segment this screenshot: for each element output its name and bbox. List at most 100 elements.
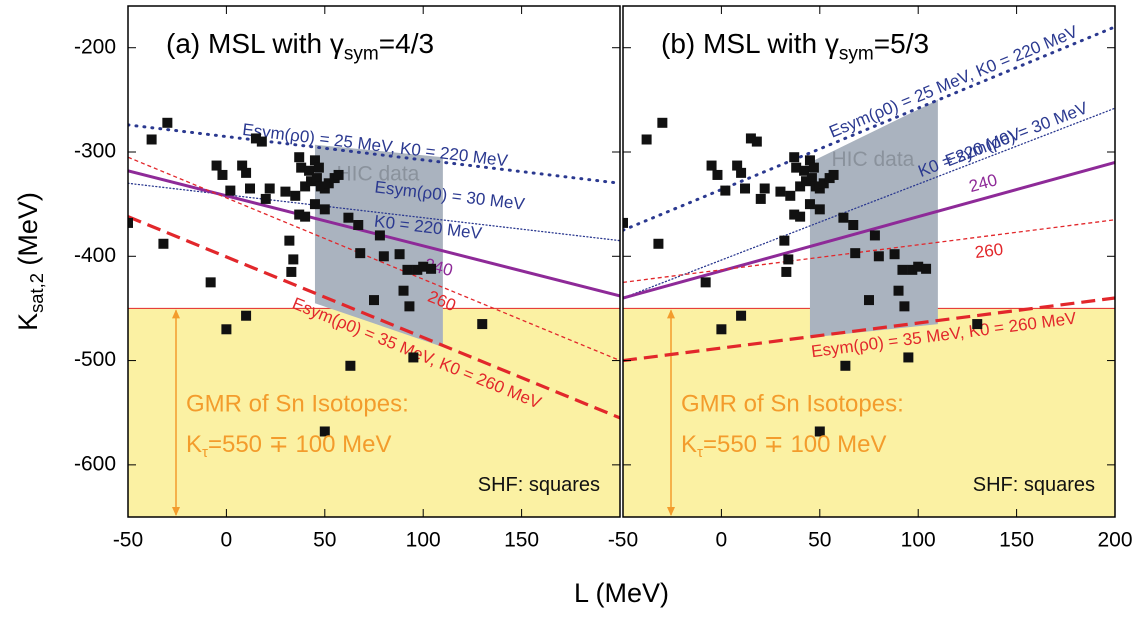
- band-text: GMR of Sn Isotopes:: [186, 391, 409, 418]
- shf-square: [408, 352, 419, 363]
- band-text-part: =550 ∓ 100 MeV: [208, 431, 392, 458]
- shf-square: [775, 186, 786, 197]
- points-label: SHF: squares: [478, 474, 600, 496]
- shf-square: [250, 133, 261, 144]
- panel-title-part: sym: [839, 43, 874, 64]
- x-tick-label: 50: [313, 529, 336, 552]
- shf-square: [623, 217, 628, 228]
- shf-square: [921, 263, 932, 274]
- model-line: [128, 123, 620, 185]
- shf-square: [869, 230, 880, 241]
- shf-square: [732, 160, 743, 171]
- shf-square: [907, 264, 918, 275]
- shf-square: [781, 266, 792, 277]
- panel-title-part: (a) MSL with γ: [166, 28, 344, 59]
- shf-square: [128, 217, 133, 228]
- shf-square: [284, 235, 295, 246]
- band-text-part: K: [186, 431, 202, 458]
- shf-square: [897, 264, 908, 275]
- shf-square: [791, 162, 802, 173]
- line-label: 240: [967, 170, 999, 196]
- band-text-part: GMR of Sn Isotopes:: [186, 391, 409, 418]
- shf-square: [706, 160, 717, 171]
- shf-square: [353, 220, 364, 230]
- shf-square: [394, 249, 405, 260]
- shf-square: [311, 173, 322, 184]
- shf-square: [225, 185, 236, 196]
- shf-square: [477, 319, 488, 330]
- shf-square: [972, 319, 983, 330]
- band-text: Kτ=550 ∓ 100 MeV: [681, 431, 887, 461]
- y-tick-label: -300: [74, 140, 116, 163]
- shf-square: [418, 261, 429, 272]
- shf-square: [280, 186, 291, 197]
- shf-square: [795, 211, 806, 222]
- y-axis-label-part: (MeV): [13, 192, 43, 273]
- shf-square: [300, 181, 311, 192]
- band-text: GMR of Sn Isotopes:: [681, 391, 904, 418]
- model-line: [623, 160, 1115, 300]
- shf-square: [205, 277, 216, 288]
- shf-square: [313, 162, 324, 173]
- frame: [127, 5, 621, 518]
- shf-square: [899, 301, 910, 312]
- shf-square: [814, 183, 825, 194]
- shf-square: [653, 238, 664, 249]
- x-tick-label: 150: [999, 529, 1034, 552]
- band-text-part: =550 ∓ 100 MeV: [703, 431, 887, 458]
- shf-square: [288, 254, 299, 265]
- model-line: [623, 25, 1115, 232]
- shf-square: [818, 178, 829, 189]
- band-text-part: GMR of Sn Isotopes:: [681, 391, 904, 418]
- panel-title: (a) MSL with γsym=4/3: [166, 28, 434, 64]
- shf-square: [323, 178, 334, 189]
- x-axis-label: L (MeV): [574, 578, 669, 608]
- shf-square: [333, 169, 344, 180]
- shf-square: [398, 285, 409, 296]
- shf-square: [294, 152, 305, 163]
- x-tick-label: 100: [901, 529, 936, 552]
- shf-square: [850, 248, 861, 259]
- shf-square: [158, 238, 169, 249]
- shf-square: [309, 199, 320, 210]
- line-label: 260: [974, 240, 1005, 262]
- shf-square: [355, 248, 366, 259]
- gmr-band: [128, 308, 620, 517]
- shf-square: [404, 301, 415, 312]
- panel-title-part: (b) MSL with γ: [661, 28, 839, 59]
- model-line: [128, 169, 620, 298]
- x-tick-label: -50: [608, 529, 638, 552]
- shf-square: [146, 134, 157, 145]
- band-text-part: τ: [697, 444, 703, 461]
- x-tick-label: 200: [1097, 529, 1132, 552]
- shf-square: [893, 285, 904, 296]
- shf-square: [309, 155, 320, 166]
- y-tick-label: -500: [74, 348, 116, 371]
- shf-square: [264, 183, 275, 194]
- shf-square: [814, 426, 825, 437]
- shf-square: [759, 183, 770, 194]
- model-line: [623, 219, 1115, 284]
- shf-square: [241, 310, 252, 321]
- hic-label: HIC data: [831, 148, 914, 171]
- shf-square: [808, 162, 819, 173]
- band-text-part: τ: [202, 444, 208, 461]
- shf-square: [712, 169, 723, 180]
- shf-square: [211, 160, 222, 171]
- shf-square: [848, 220, 859, 230]
- shf-square: [345, 360, 356, 371]
- panel-title-part: =5/3: [874, 28, 929, 59]
- shf-square: [838, 212, 849, 223]
- shf-square: [245, 183, 256, 194]
- shf-square: [814, 204, 825, 215]
- shf-square: [806, 173, 817, 184]
- hic-label: HIC data: [336, 162, 419, 185]
- shf-square: [736, 167, 747, 178]
- shf-square: [296, 162, 307, 173]
- x-tick-label: 50: [808, 529, 831, 552]
- model-line: [128, 215, 620, 420]
- shf-square: [785, 190, 796, 201]
